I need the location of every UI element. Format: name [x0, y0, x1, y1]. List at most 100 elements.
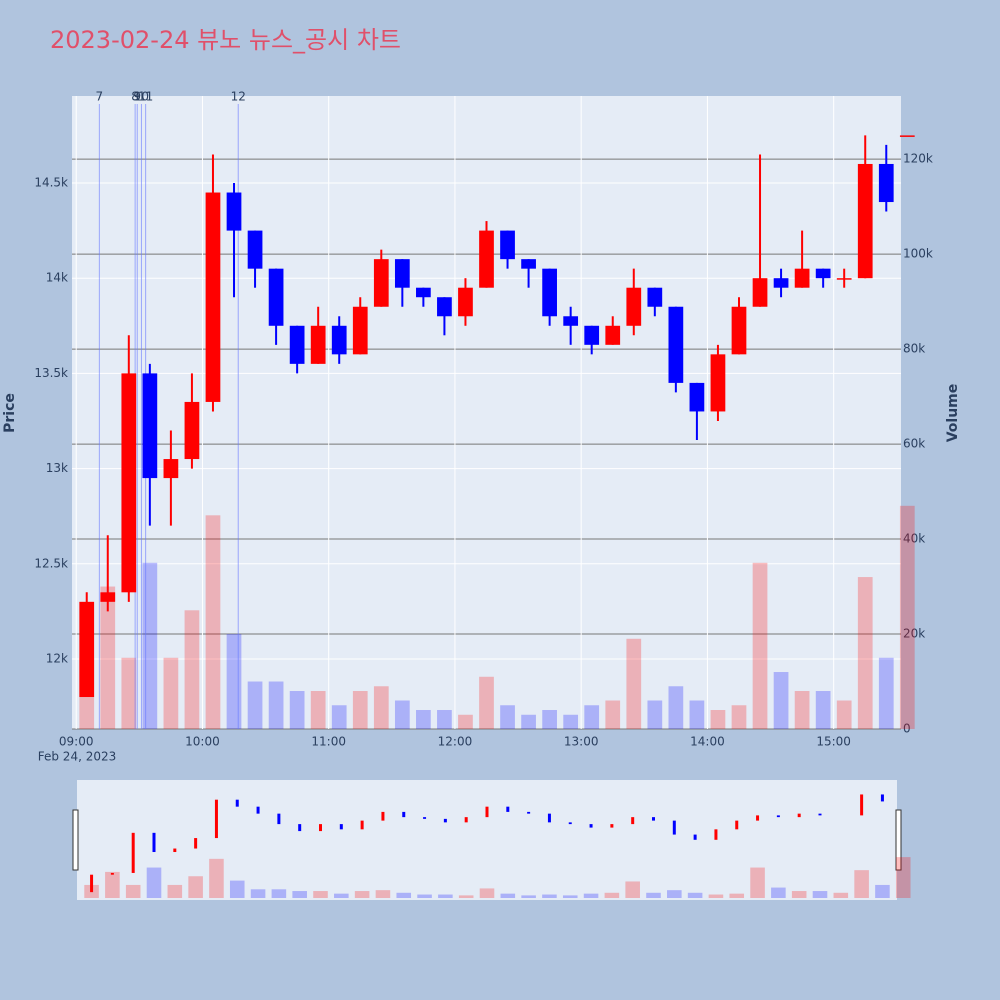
- volume-bar: [647, 700, 663, 729]
- candle-body: [731, 306, 747, 355]
- volume-bar: [205, 515, 221, 729]
- volume-bar: [479, 676, 494, 729]
- x-tick-label: 12:00: [438, 735, 473, 749]
- candle-body: [584, 325, 600, 345]
- y2-tick-label: 120k: [903, 152, 933, 166]
- mini-volume-bar: [687, 892, 703, 898]
- mini-volume-bar: [750, 867, 765, 898]
- volume-bar: [773, 672, 789, 729]
- candle-body: [226, 192, 242, 231]
- volume-bar: [163, 657, 179, 729]
- volume-bar: [731, 705, 747, 729]
- volume-bar: [373, 686, 389, 729]
- mini-volume-bar: [375, 890, 391, 898]
- range-handle[interactable]: [895, 809, 902, 871]
- candle-body: [331, 325, 347, 355]
- candle-body: [542, 268, 557, 317]
- mini-volume-bar: [396, 892, 412, 898]
- volume-bar: [521, 714, 536, 729]
- candle-body: [79, 601, 95, 698]
- mini-volume-bar: [583, 893, 599, 898]
- volume-bar: [836, 700, 852, 729]
- volume-bar: [289, 691, 305, 729]
- y-axis-title: Price: [2, 393, 18, 433]
- volume-bar: [899, 505, 915, 729]
- mini-volume-bar: [188, 876, 203, 898]
- x-tick-label: 15:00: [816, 735, 851, 749]
- candle-body: [416, 287, 431, 298]
- candle-body: [268, 268, 284, 326]
- mini-volume-bar: [313, 891, 328, 898]
- volume-bar: [584, 705, 600, 729]
- mini-volume-bar: [875, 884, 890, 898]
- volume-bar: [100, 586, 116, 729]
- annotation-label: 12: [231, 90, 246, 104]
- mini-volume-bar: [895, 857, 911, 898]
- volume-bar: [815, 691, 831, 729]
- candle-body: [310, 325, 326, 364]
- annotation-label: 10: [134, 90, 149, 104]
- x-tick-label: 14:00: [690, 735, 725, 749]
- mini-volume-bar: [667, 890, 682, 898]
- annotation-label: 7: [96, 90, 104, 104]
- y2-tick-label: 100k: [903, 247, 933, 261]
- volume-bar: [563, 714, 579, 729]
- mini-volume-bar: [854, 870, 869, 898]
- mini-volume-bar: [125, 884, 141, 898]
- candle-body: [605, 325, 621, 345]
- candle-body: [437, 297, 452, 317]
- x-tick-label: 11:00: [311, 735, 346, 749]
- chart-title: 2023-02-24 뷰노 뉴스_공시 차트: [50, 26, 401, 54]
- volume-bar: [710, 710, 726, 729]
- range-handle[interactable]: [72, 809, 79, 871]
- volume-bar: [331, 705, 347, 729]
- mini-volume-bar: [562, 895, 578, 898]
- mini-volume-bar: [292, 891, 307, 898]
- y-tick-label: 12.5k: [34, 556, 68, 570]
- mini-volume-bar: [354, 891, 370, 898]
- volume-bar: [416, 710, 431, 729]
- volume-bar: [605, 700, 621, 729]
- candle-body: [142, 373, 158, 479]
- candle-body: [352, 306, 368, 355]
- mini-volume-bar: [167, 884, 183, 898]
- x-tick-label: 13:00: [564, 735, 599, 749]
- y2-tick-label: 40k: [903, 532, 925, 546]
- volume-bar: [458, 714, 473, 729]
- candle-body: [710, 354, 726, 412]
- volume-bar: [752, 562, 768, 729]
- mini-volume-bar: [479, 888, 495, 898]
- y2-tick-label: 60k: [903, 437, 925, 451]
- candle-body: [163, 459, 179, 479]
- mini-volume-bar: [500, 893, 516, 898]
- candle-body: [121, 373, 137, 593]
- volume-bar: [668, 686, 684, 729]
- y-tick-label: 14k: [46, 271, 68, 285]
- mini-volume-bar: [271, 889, 287, 898]
- mini-volume-bar: [229, 880, 245, 898]
- mini-volume-bar: [521, 895, 536, 898]
- annotation-label: 11: [138, 90, 153, 104]
- candle-body: [668, 306, 684, 383]
- candle-body: [563, 316, 579, 326]
- candle-body: [815, 268, 831, 279]
- candle-body: [184, 401, 200, 460]
- volume-bar: [794, 691, 810, 729]
- mini-volume-bar: [729, 893, 745, 898]
- candle-body: [752, 278, 768, 307]
- mini-volume-bar: [791, 891, 807, 898]
- y-tick-label: 14.5k: [34, 176, 68, 190]
- y-tick-label: 13k: [46, 461, 68, 475]
- x-date-label: Feb 24, 2023: [38, 750, 117, 764]
- mini-volume-bar: [458, 895, 474, 898]
- candle-body: [521, 259, 536, 269]
- mini-volume-bar: [105, 871, 120, 898]
- volume-bar: [857, 577, 873, 729]
- volume-bar: [121, 657, 137, 729]
- candle-body: [458, 287, 473, 317]
- mini-volume-bar: [417, 894, 432, 898]
- range-slider[interactable]: [77, 780, 897, 900]
- mini-volume-bar: [771, 887, 786, 898]
- mini-volume-bar: [646, 892, 661, 898]
- mini-volume-bar: [542, 894, 557, 898]
